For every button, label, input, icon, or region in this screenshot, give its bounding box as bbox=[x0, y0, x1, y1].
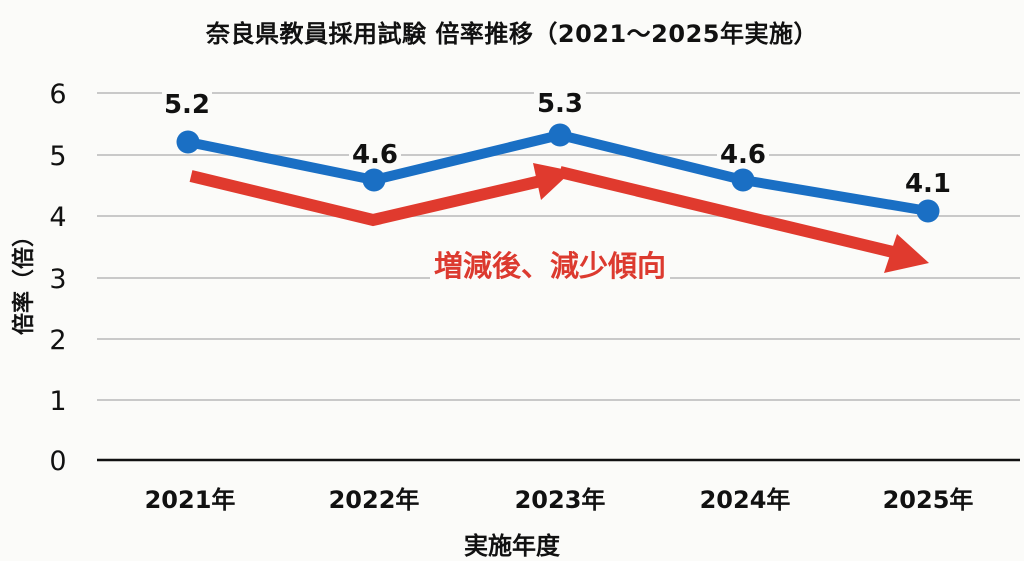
trend-arrowhead-down bbox=[884, 234, 929, 273]
y-tick: 5 bbox=[49, 141, 66, 172]
x-tick: 2025年 bbox=[883, 486, 974, 514]
trend-annotation: 増減後、減少傾向 bbox=[430, 243, 671, 285]
y-tick: 4 bbox=[49, 202, 66, 233]
x-axis-label: 実施年度 bbox=[464, 532, 560, 560]
data-point-2023 bbox=[548, 123, 572, 147]
y-tick: 3 bbox=[49, 264, 66, 295]
trend-arrow bbox=[189, 163, 929, 273]
data-markers bbox=[176, 123, 940, 223]
x-tick: 2023年 bbox=[515, 486, 606, 514]
trend-arrow-line-2 bbox=[558, 166, 895, 258]
y-axis-ticks: 6 5 4 3 2 1 0 bbox=[49, 79, 66, 477]
data-point-2022 bbox=[362, 168, 386, 192]
data-point-2024 bbox=[731, 168, 755, 192]
data-label-2021: 5.2 bbox=[164, 90, 210, 120]
x-tick: 2021年 bbox=[145, 486, 236, 514]
y-tick: 0 bbox=[49, 446, 66, 477]
trend-arrow-line-1 bbox=[189, 170, 547, 227]
data-label-2024: 4.6 bbox=[720, 140, 766, 170]
x-axis-ticks: 2021年 2022年 2023年 2024年 2025年 bbox=[145, 486, 974, 514]
data-label-2022: 4.6 bbox=[352, 140, 398, 170]
y-tick: 2 bbox=[49, 325, 66, 356]
data-label-2025: 4.1 bbox=[905, 169, 951, 199]
chart-title: 奈良県教員採用試験 倍率推移（2021〜2025年実施） bbox=[206, 20, 818, 48]
y-tick: 1 bbox=[49, 386, 66, 417]
data-label-2023: 5.3 bbox=[537, 89, 583, 119]
data-labels: 5.2 4.6 5.3 4.6 4.1 bbox=[162, 86, 952, 199]
x-tick: 2024年 bbox=[700, 486, 791, 514]
data-point-2025 bbox=[916, 199, 940, 223]
x-tick: 2022年 bbox=[329, 486, 420, 514]
data-point-2021 bbox=[176, 130, 200, 154]
y-tick: 6 bbox=[49, 79, 66, 110]
